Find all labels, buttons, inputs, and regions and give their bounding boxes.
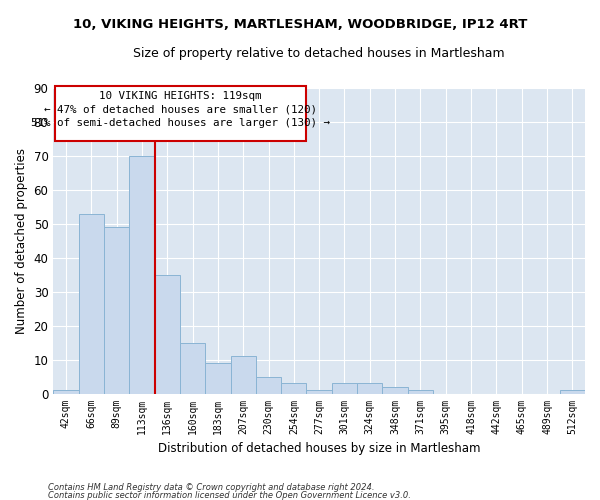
Bar	[382, 387, 408, 394]
Bar	[55, 86, 307, 141]
Text: Contains HM Land Registry data © Crown copyright and database right 2024.: Contains HM Land Registry data © Crown c…	[48, 482, 374, 492]
Bar	[281, 384, 307, 394]
Title: Size of property relative to detached houses in Martlesham: Size of property relative to detached ho…	[133, 48, 505, 60]
Bar	[357, 384, 382, 394]
Bar	[155, 275, 180, 394]
Text: 10 VIKING HEIGHTS: 119sqm: 10 VIKING HEIGHTS: 119sqm	[99, 92, 262, 102]
Y-axis label: Number of detached properties: Number of detached properties	[15, 148, 28, 334]
X-axis label: Distribution of detached houses by size in Martlesham: Distribution of detached houses by size …	[158, 442, 481, 455]
Bar	[205, 363, 230, 394]
Bar	[104, 227, 129, 394]
Bar	[332, 384, 357, 394]
Bar	[53, 390, 79, 394]
Bar	[256, 376, 281, 394]
Bar	[180, 342, 205, 394]
Bar	[129, 156, 155, 394]
Bar	[230, 356, 256, 394]
Bar	[560, 390, 585, 394]
Bar	[307, 390, 332, 394]
Text: ← 47% of detached houses are smaller (120): ← 47% of detached houses are smaller (12…	[44, 104, 317, 115]
Bar	[408, 390, 433, 394]
Text: Contains public sector information licensed under the Open Government Licence v3: Contains public sector information licen…	[48, 491, 411, 500]
Text: 10, VIKING HEIGHTS, MARTLESHAM, WOODBRIDGE, IP12 4RT: 10, VIKING HEIGHTS, MARTLESHAM, WOODBRID…	[73, 18, 527, 30]
Bar	[79, 214, 104, 394]
Text: 51% of semi-detached houses are larger (130) →: 51% of semi-detached houses are larger (…	[31, 118, 330, 128]
